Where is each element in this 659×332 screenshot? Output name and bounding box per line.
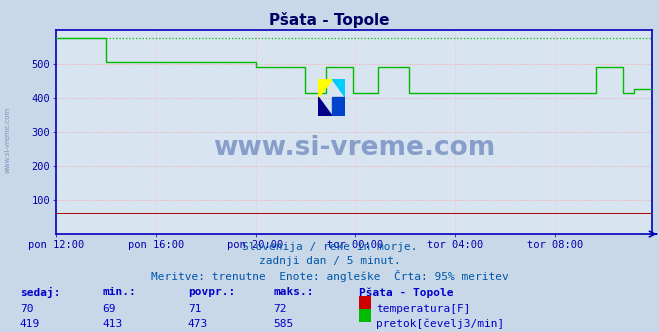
Text: 473: 473: [188, 319, 208, 329]
Polygon shape: [318, 79, 332, 97]
Text: 413: 413: [102, 319, 123, 329]
Text: temperatura[F]: temperatura[F]: [376, 304, 471, 314]
Text: www.si-vreme.com: www.si-vreme.com: [5, 106, 11, 173]
Text: 72: 72: [273, 304, 287, 314]
Text: zadnji dan / 5 minut.: zadnji dan / 5 minut.: [258, 256, 401, 266]
Text: sedaj:: sedaj:: [20, 287, 60, 298]
Text: 69: 69: [102, 304, 115, 314]
Text: 70: 70: [20, 304, 33, 314]
Text: povpr.:: povpr.:: [188, 287, 235, 297]
Text: 71: 71: [188, 304, 201, 314]
Text: Meritve: trenutne  Enote: angleške  Črta: 95% meritev: Meritve: trenutne Enote: angleške Črta: …: [151, 270, 508, 282]
Text: pretok[čevelj3/min]: pretok[čevelj3/min]: [376, 319, 505, 329]
Polygon shape: [332, 79, 345, 97]
Polygon shape: [332, 97, 345, 116]
Text: 419: 419: [20, 319, 40, 329]
Polygon shape: [318, 97, 332, 116]
Text: Slovenija / reke in morje.: Slovenija / reke in morje.: [242, 242, 417, 252]
Text: min.:: min.:: [102, 287, 136, 297]
Text: 585: 585: [273, 319, 294, 329]
Text: maks.:: maks.:: [273, 287, 314, 297]
Text: Pšata - Topole: Pšata - Topole: [359, 287, 453, 298]
Text: Pšata - Topole: Pšata - Topole: [270, 12, 389, 28]
Text: www.si-vreme.com: www.si-vreme.com: [213, 135, 496, 161]
